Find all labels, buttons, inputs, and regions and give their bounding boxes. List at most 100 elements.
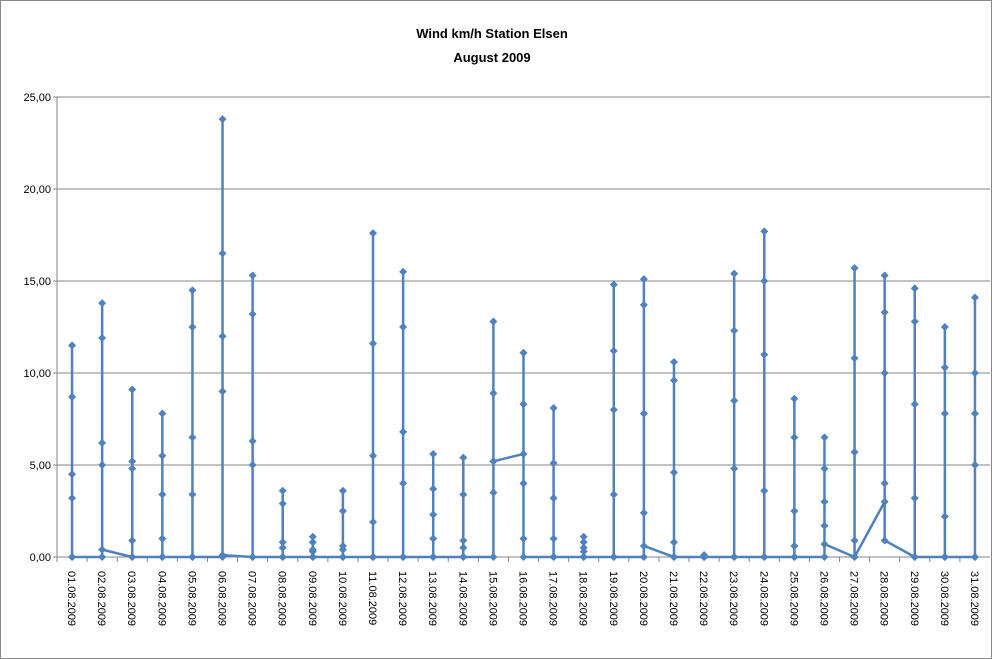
data-point: [790, 553, 799, 561]
data-point: [579, 538, 588, 547]
data-point: [760, 277, 769, 285]
data-point: [128, 464, 137, 473]
data-point: [128, 385, 137, 394]
x-tick-label: 21.08.2009: [667, 571, 679, 626]
data-point: [68, 392, 77, 401]
data-point: [98, 334, 107, 343]
data-point: [399, 323, 408, 331]
data-point: [248, 271, 257, 280]
data-point: [338, 507, 347, 515]
data-point: [248, 553, 257, 561]
data-point: [98, 461, 107, 469]
data-point: [218, 115, 227, 124]
data-point: [880, 308, 889, 317]
x-tick-label: 20.08.2009: [637, 571, 649, 626]
data-point: [730, 464, 739, 473]
data-point: [278, 543, 287, 552]
data-point: [278, 553, 287, 561]
data-point: [549, 494, 558, 503]
data-point: [128, 536, 137, 545]
x-tick-label: 23.08.2009: [727, 571, 739, 626]
data-point: [188, 323, 197, 331]
data-point: [790, 433, 799, 442]
x-tick-label: 06.08.2009: [216, 571, 228, 626]
data-point: [910, 317, 919, 326]
data-point: [609, 346, 618, 355]
data-point: [639, 508, 648, 517]
x-tick-label: 03.08.2009: [125, 571, 137, 626]
data-point: [850, 553, 859, 561]
data-point: [790, 507, 799, 515]
data-point: [158, 409, 167, 418]
y-tick-label: 25,00: [23, 92, 51, 104]
data-point: [188, 433, 197, 442]
data-point: [730, 553, 739, 561]
data-point: [429, 510, 438, 519]
data-point: [549, 534, 558, 543]
data-point: [158, 553, 167, 561]
x-tick-label: 07.08.2009: [246, 571, 258, 626]
data-point: [158, 490, 167, 499]
data-point: [579, 532, 588, 541]
data-point: [369, 229, 378, 238]
data-point: [369, 451, 378, 460]
data-point: [248, 437, 257, 446]
data-point: [248, 310, 257, 319]
data-point: [850, 354, 859, 363]
data-point: [850, 448, 859, 457]
data-point: [760, 553, 769, 561]
data-point: [579, 553, 588, 561]
data-point: [98, 553, 107, 561]
x-tick-label: 19.08.2009: [607, 571, 619, 626]
data-point: [669, 553, 678, 561]
data-point: [218, 387, 227, 396]
data-point: [609, 490, 618, 499]
data-point: [489, 553, 498, 561]
data-point: [820, 540, 829, 549]
x-tick-label: 18.08.2009: [577, 571, 589, 626]
data-point: [579, 547, 588, 556]
data-point: [489, 488, 498, 497]
data-point: [639, 275, 648, 284]
data-point: [820, 521, 829, 530]
x-tick-label: 25.08.2009: [787, 571, 799, 626]
data-point: [730, 269, 739, 278]
data-point: [308, 538, 317, 547]
data-point: [820, 433, 829, 442]
data-point: [609, 280, 618, 289]
y-tick-label: 15,00: [23, 276, 51, 288]
data-point: [669, 468, 678, 477]
data-point: [880, 369, 889, 377]
data-point: [459, 536, 468, 545]
data-point: [609, 405, 618, 414]
data-point: [98, 545, 107, 554]
data-point: [278, 538, 287, 547]
data-point: [188, 553, 197, 561]
data-point: [790, 541, 799, 550]
data-point: [730, 396, 739, 405]
x-tick-label: 17.08.2009: [547, 571, 559, 626]
data-point: [639, 409, 648, 418]
data-point: [940, 512, 949, 521]
data-point: [68, 494, 77, 503]
data-point: [459, 553, 468, 561]
data-point: [98, 299, 107, 308]
data-point: [519, 534, 528, 543]
data-point: [188, 490, 197, 499]
data-point: [760, 486, 769, 495]
data-point: [128, 553, 137, 561]
x-tick-label: 13.08.2009: [426, 571, 438, 626]
x-tick-label: 27.08.2009: [848, 571, 860, 626]
x-tick-label: 11.08.2009: [366, 571, 378, 625]
data-point: [248, 461, 257, 469]
data-point: [338, 553, 347, 561]
x-tick-label: 29.08.2009: [908, 571, 920, 626]
x-tick-label: 09.08.2009: [306, 571, 318, 626]
y-tick-label: 5,00: [30, 460, 51, 472]
data-point: [609, 553, 618, 561]
data-point: [910, 494, 919, 503]
data-point: [669, 376, 678, 385]
data-point: [820, 497, 829, 506]
